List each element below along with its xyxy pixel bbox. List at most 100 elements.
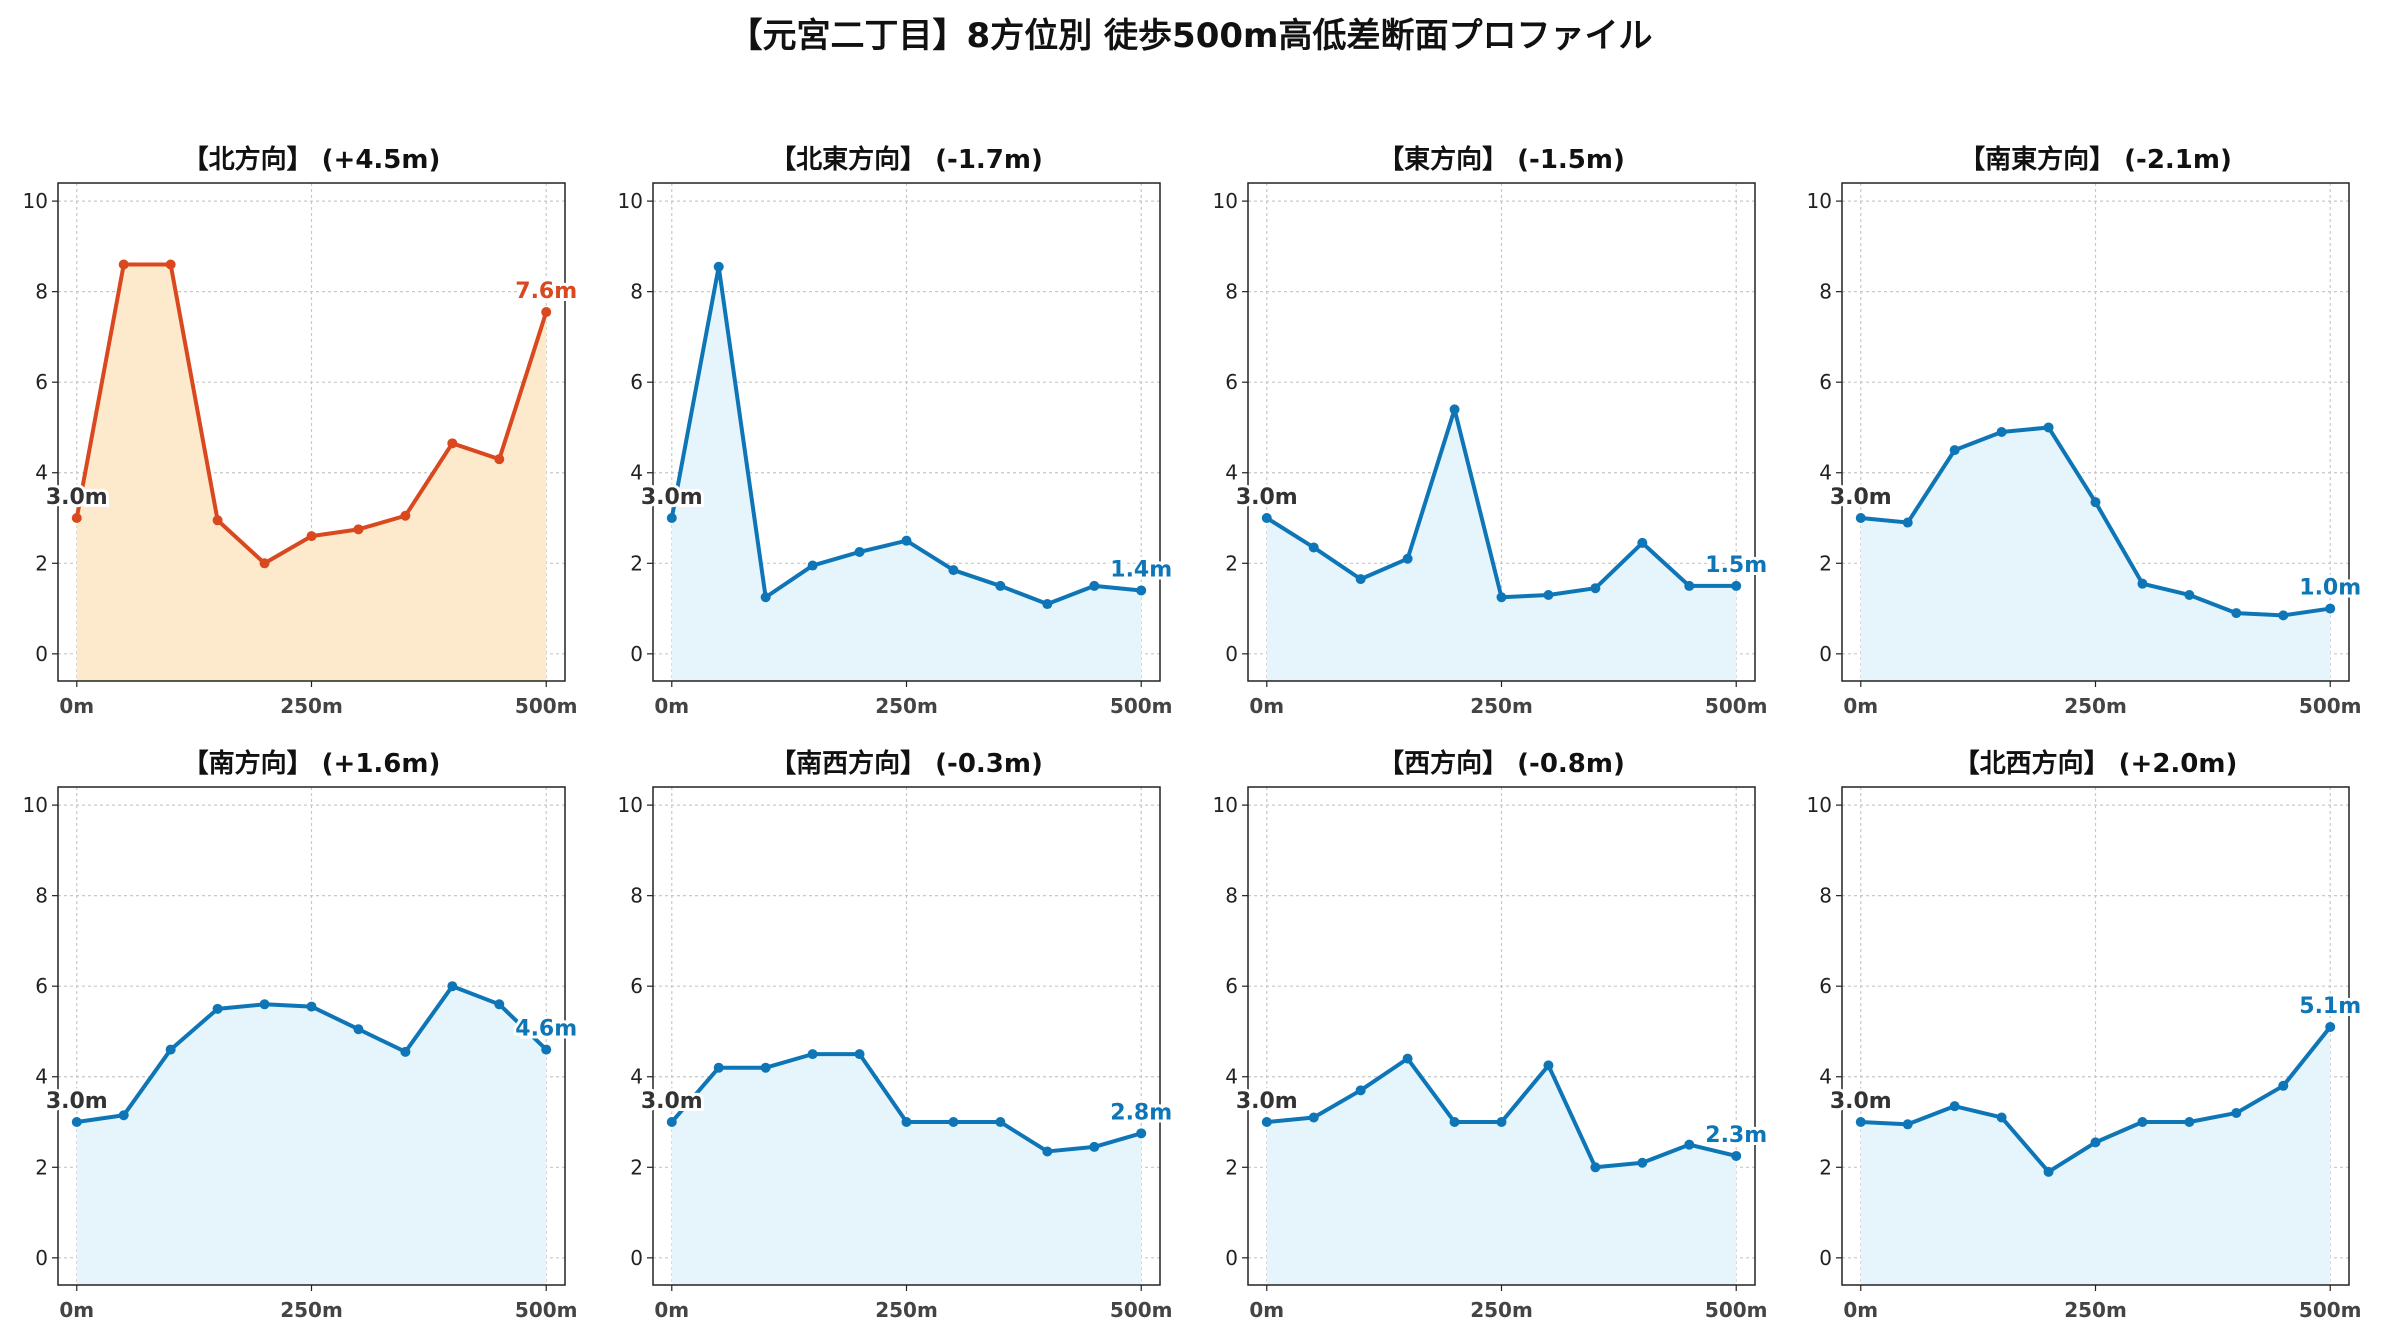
y-tick-label: 4 [1819, 461, 1832, 485]
data-point [2325, 1021, 2336, 1032]
area-fill [1860, 1026, 2331, 1285]
data-point [854, 1049, 865, 1060]
y-tick-label: 8 [1225, 280, 1238, 304]
end-elevation-label: 2.3m [1705, 1123, 1767, 1148]
data-point [353, 524, 364, 535]
data-point [995, 580, 1006, 591]
data-point [71, 513, 82, 524]
y-tick-label: 0 [630, 1246, 643, 1270]
y-tick-label: 2 [1819, 551, 1832, 575]
data-point [118, 259, 129, 270]
area-fill [1266, 1058, 1737, 1285]
data-point [1637, 1157, 1648, 1168]
data-point [2137, 1117, 2148, 1128]
chart-title: 【北東方向】 (-1.7m) [770, 144, 1043, 175]
data-point [447, 438, 458, 449]
data-point [1136, 1128, 1147, 1139]
y-tick-label: 8 [1225, 884, 1238, 908]
y-tick-label: 4 [35, 461, 48, 485]
y-tick-label: 2 [35, 551, 48, 575]
area-fill [671, 1054, 1142, 1285]
data-point [1590, 1162, 1601, 1173]
y-tick-label: 4 [35, 1065, 48, 1089]
data-point [1308, 1112, 1319, 1123]
data-point [1949, 445, 1960, 456]
y-tick-label: 10 [1213, 793, 1238, 817]
y-tick-label: 10 [23, 189, 48, 213]
data-point [71, 1117, 82, 1128]
data-point [1355, 574, 1366, 585]
data-point [400, 1046, 411, 1057]
plot-frame [1841, 786, 2350, 1286]
data-point [2043, 1166, 2054, 1177]
data-point [259, 999, 270, 1010]
data-point [1543, 1060, 1554, 1071]
y-tick-label: 0 [630, 642, 643, 666]
start-elevation-label: 3.0m [641, 485, 703, 510]
data-point [1496, 1117, 1507, 1128]
chart-panel: 【南方向】 (+1.6m) 0 2 4 6 8 10 0m 250m 500m 3.0m 4.6m [23, 748, 581, 1322]
y-tick-label: 4 [1819, 1065, 1832, 1089]
data-point [1684, 1139, 1695, 1150]
x-tick-label: 500m [1705, 1298, 1768, 1322]
data-point [1089, 580, 1100, 591]
chart-title: 【南方向】 (+1.6m) [183, 748, 441, 779]
data-point [165, 1044, 176, 1055]
y-tick-label: 8 [35, 884, 48, 908]
data-point [948, 1117, 959, 1128]
chart-panel: 【北方向】 (+4.5m) 0 2 4 6 8 10 0m 250m 500m 3.0m 7.6m [23, 144, 581, 718]
y-tick-label: 6 [1225, 974, 1238, 998]
y-tick-label: 4 [1225, 461, 1238, 485]
end-elevation-label: 1.5m [1705, 553, 1767, 578]
chart-panel: 【北西方向】 (+2.0m) 0 2 4 6 8 10 0m 250m 500m 3.0m 5.1m [1807, 748, 2365, 1322]
data-point [2137, 578, 2148, 589]
chart-title: 【北西方向】 (+2.0m) [1954, 748, 2238, 779]
data-point [541, 1044, 552, 1055]
y-tick-label: 0 [1225, 1246, 1238, 1270]
data-point [995, 1117, 1006, 1128]
data-point [2278, 610, 2289, 621]
y-tick-label: 8 [630, 884, 643, 908]
y-tick-label: 2 [1819, 1155, 1832, 1179]
x-tick-label: 500m [515, 694, 578, 718]
data-point [1402, 1053, 1413, 1064]
figure-title: 【元宮二丁目】8方位別 徒歩500m高低差断面プロファイル [728, 16, 1653, 56]
data-point [1308, 542, 1319, 553]
data-point [901, 535, 912, 546]
data-point [1637, 537, 1648, 548]
x-tick-label: 500m [1705, 694, 1768, 718]
x-tick-label: 0m [59, 694, 94, 718]
x-tick-label: 250m [875, 694, 938, 718]
data-point [807, 560, 818, 571]
data-point [1731, 580, 1742, 591]
data-point [713, 261, 724, 272]
plot-frame [1841, 182, 2350, 682]
data-point [212, 1003, 223, 1014]
area-fill [671, 266, 1142, 681]
x-tick-label: 0m [1249, 694, 1284, 718]
chart-title: 【南東方向】 (-2.1m) [1959, 144, 2232, 175]
start-elevation-label: 3.0m [1830, 485, 1892, 510]
data-point [2278, 1080, 2289, 1091]
y-tick-label: 2 [630, 551, 643, 575]
data-point [1902, 517, 1913, 528]
plot-frame [1247, 786, 1756, 1286]
end-elevation-label: 7.6m [515, 279, 577, 304]
y-tick-label: 2 [630, 1155, 643, 1179]
chart-panel: 【南西方向】 (-0.3m) 0 2 4 6 8 10 0m 250m 500m 3.0m 2.8m [618, 748, 1176, 1322]
y-tick-label: 0 [1225, 642, 1238, 666]
data-point [1590, 583, 1601, 594]
data-point [2090, 497, 2101, 508]
chart-panel: 【北東方向】 (-1.7m) 0 2 4 6 8 10 0m 250m 500m 3.0m 1.4m [618, 144, 1176, 718]
start-elevation-label: 3.0m [1236, 1089, 1298, 1114]
data-point [1996, 1112, 2007, 1123]
x-tick-label: 250m [875, 1298, 938, 1322]
data-point [165, 259, 176, 270]
x-tick-label: 500m [1110, 1298, 1173, 1322]
data-point [1949, 1101, 1960, 1112]
data-point [1902, 1119, 1913, 1130]
data-point [1261, 1117, 1272, 1128]
x-tick-label: 250m [2064, 1298, 2127, 1322]
data-point [2043, 422, 2054, 433]
